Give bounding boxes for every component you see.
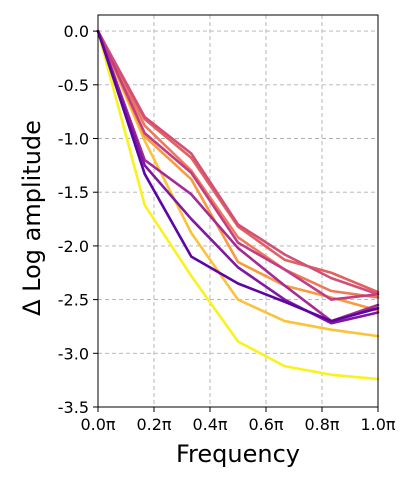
plot-frame: [97, 14, 379, 408]
y-tick-label-4: -2.0: [58, 237, 89, 256]
series-line-0: [96, 29, 380, 381]
series-line-5: [96, 29, 380, 296]
series-line-9: [96, 29, 380, 323]
series-line-4: [96, 29, 380, 294]
y-tick-label-3: -1.5: [58, 183, 89, 202]
grid: [97, 15, 379, 408]
x-tick-label-0: 0.0π: [80, 415, 115, 434]
series-line-1: [96, 29, 380, 338]
x-tick-label-2: 0.4π: [192, 415, 227, 434]
y-axis-label: Δ Log amplitude: [18, 120, 46, 316]
y-tick-label-1: -0.5: [58, 76, 89, 95]
series-line-8: [96, 29, 380, 325]
y-tick-label-0: 0.0: [64, 22, 89, 41]
y-tick-label-7: -3.5: [58, 398, 89, 417]
y-tick-labels: 0.0 -0.5 -1.0 -1.5 -2.0 -2.5 -3.0 -3.5: [58, 22, 89, 417]
series-line-3: [96, 29, 380, 299]
x-tick-labels: 0.0π 0.2π 0.4π 0.6π 0.8π 1.0π: [80, 415, 395, 434]
series-line-7: [96, 29, 380, 323]
axes: [93, 14, 379, 412]
y-tick-label-6: -3.0: [58, 344, 89, 363]
x-tick-label-1: 0.2π: [136, 415, 171, 434]
series-line-6: [96, 29, 380, 301]
x-tick-label-3: 0.6π: [248, 415, 283, 434]
series-line-2: [96, 29, 380, 312]
x-axis-label: Frequency: [176, 440, 300, 468]
series-lines: [96, 29, 380, 381]
y-tick-label-2: -1.0: [58, 130, 89, 149]
x-tick-label-4: 0.8π: [304, 415, 339, 434]
y-tick-label-5: -2.5: [58, 291, 89, 310]
x-tick-label-5: 1.0π: [360, 415, 395, 434]
